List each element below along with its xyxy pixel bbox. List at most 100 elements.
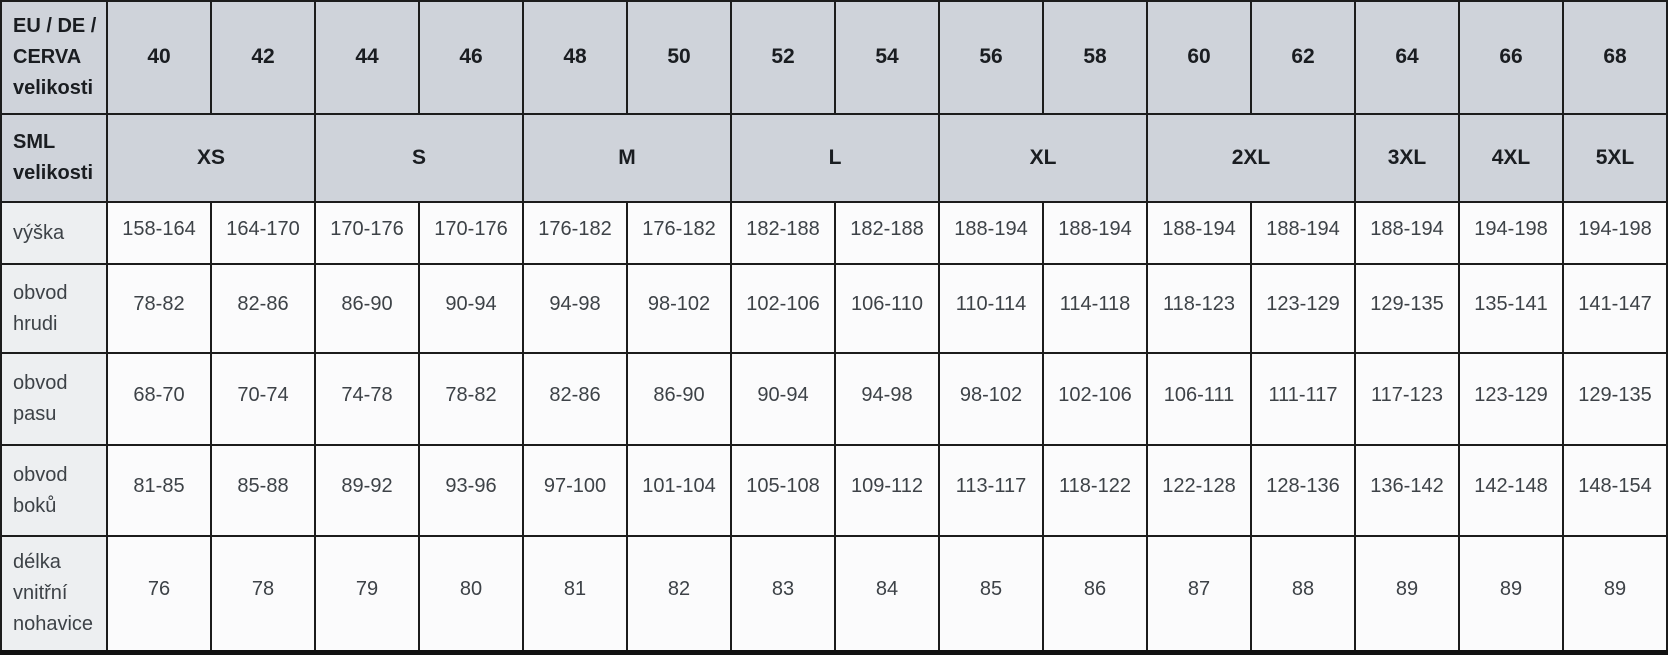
eu-size-header: 62 <box>1250 0 1356 115</box>
measurement-value-cell: 89 <box>1458 535 1564 653</box>
eu-size-header: 44 <box>314 0 420 115</box>
measurement-row: obvod boků 81-85 85-88 89-92 93-96 97-100 101-… <box>0 444 1668 537</box>
measurement-value-cell: 194-198 <box>1562 201 1668 265</box>
measurement-value-cell: 188-194 <box>1042 201 1148 265</box>
measurement-value-cell: 74-78 <box>314 352 420 446</box>
measurement-value-cell: 80 <box>418 535 524 653</box>
eu-size-header: 54 <box>834 0 940 115</box>
measurement-value-cell: 118-123 <box>1146 263 1252 354</box>
sml-size-header: M <box>522 113 732 203</box>
measurement-value-cell: 82-86 <box>522 352 628 446</box>
measurement-value-cell: 182-188 <box>834 201 940 265</box>
measurement-value-cell: 88 <box>1250 535 1356 653</box>
measurement-value-cell: 94-98 <box>834 352 940 446</box>
size-chart-table: EU / DE / CERVA velikosti 40 42 44 46 48 50 52 5… <box>0 0 1668 655</box>
sml-sizes-row: SML velikosti XS S M L XL 2XL 3XL 4XL 5XL <box>0 113 1668 203</box>
measurement-value-cell: 188-194 <box>1250 201 1356 265</box>
measurement-value-cell: 85-88 <box>210 444 316 537</box>
measurement-value-cell: 123-129 <box>1458 352 1564 446</box>
header-row-label: EU / DE / CERVA velikosti <box>0 0 108 115</box>
measurement-value-cell: 90-94 <box>418 263 524 354</box>
measurement-value-cell: 188-194 <box>1354 201 1460 265</box>
measurement-value-cell: 90-94 <box>730 352 836 446</box>
eu-size-header: 58 <box>1042 0 1148 115</box>
measurement-value-cell: 98-102 <box>938 352 1044 446</box>
measurement-value-cell: 136-142 <box>1354 444 1460 537</box>
measurement-value-cell: 123-129 <box>1250 263 1356 354</box>
eu-size-header: 60 <box>1146 0 1252 115</box>
measurement-value-cell: 111-117 <box>1250 352 1356 446</box>
measurement-value-cell: 109-112 <box>834 444 940 537</box>
eu-size-header: 52 <box>730 0 836 115</box>
eu-sizes-row: EU / DE / CERVA velikosti 40 42 44 46 48 50 52 5… <box>0 0 1668 115</box>
measurement-value-cell: 86-90 <box>626 352 732 446</box>
measurement-value-cell: 78-82 <box>418 352 524 446</box>
measurement-row-label: výška <box>0 201 108 265</box>
measurement-value-cell: 194-198 <box>1458 201 1564 265</box>
size-chart-header: EU / DE / CERVA velikosti 40 42 44 46 48 50 52 5… <box>0 0 1668 203</box>
measurement-value-cell: 122-128 <box>1146 444 1252 537</box>
measurement-row: obvod pasu 68-70 70-74 74-78 78-82 82-86 86-90… <box>0 352 1668 446</box>
measurement-value-cell: 106-110 <box>834 263 940 354</box>
measurement-value-cell: 89 <box>1354 535 1460 653</box>
measurement-row-label: obvod hrudi <box>0 263 108 354</box>
sml-size-header: 3XL <box>1354 113 1460 203</box>
measurement-value-cell: 106-111 <box>1146 352 1252 446</box>
measurement-value-cell: 97-100 <box>522 444 628 537</box>
header-row-label: SML velikosti <box>0 113 108 203</box>
measurement-value-cell: 158-164 <box>106 201 212 265</box>
measurement-row: délka vnitřní nohavice 76 78 79 80 81 82 83 84 85… <box>0 535 1668 653</box>
measurement-value-cell: 148-154 <box>1562 444 1668 537</box>
measurement-value-cell: 78-82 <box>106 263 212 354</box>
measurement-value-cell: 128-136 <box>1250 444 1356 537</box>
sml-size-header: 2XL <box>1146 113 1356 203</box>
measurement-value-cell: 87 <box>1146 535 1252 653</box>
measurement-value-cell: 129-135 <box>1354 263 1460 354</box>
measurement-value-cell: 102-106 <box>1042 352 1148 446</box>
eu-size-header: 66 <box>1458 0 1564 115</box>
eu-size-header: 40 <box>106 0 212 115</box>
measurement-value-cell: 82 <box>626 535 732 653</box>
measurement-value-cell: 176-182 <box>522 201 628 265</box>
sml-size-header: L <box>730 113 940 203</box>
eu-size-header: 48 <box>522 0 628 115</box>
measurement-value-cell: 105-108 <box>730 444 836 537</box>
measurement-value-cell: 164-170 <box>210 201 316 265</box>
eu-size-header: 42 <box>210 0 316 115</box>
measurement-value-cell: 79 <box>314 535 420 653</box>
sml-size-header: 4XL <box>1458 113 1564 203</box>
measurement-value-cell: 86-90 <box>314 263 420 354</box>
measurement-row: obvod hrudi 78-82 82-86 86-90 90-94 94-98 98-1… <box>0 263 1668 354</box>
measurement-value-cell: 176-182 <box>626 201 732 265</box>
size-chart-body: výška 158-164 164-170 170-176 170-176 176-182… <box>0 201 1668 653</box>
measurement-value-cell: 110-114 <box>938 263 1044 354</box>
sml-size-header: 5XL <box>1562 113 1668 203</box>
measurement-value-cell: 188-194 <box>938 201 1044 265</box>
measurement-value-cell: 82-86 <box>210 263 316 354</box>
measurement-value-cell: 170-176 <box>314 201 420 265</box>
eu-size-header: 46 <box>418 0 524 115</box>
sml-size-header: S <box>314 113 524 203</box>
measurement-value-cell: 76 <box>106 535 212 653</box>
measurement-row-label: obvod boků <box>0 444 108 537</box>
sml-size-header: XS <box>106 113 316 203</box>
sml-size-header: XL <box>938 113 1148 203</box>
measurement-row-label: obvod pasu <box>0 352 108 446</box>
measurement-value-cell: 68-70 <box>106 352 212 446</box>
measurement-row: výška 158-164 164-170 170-176 170-176 176-182… <box>0 201 1668 265</box>
measurement-value-cell: 89-92 <box>314 444 420 537</box>
measurement-value-cell: 89 <box>1562 535 1668 653</box>
measurement-value-cell: 86 <box>1042 535 1148 653</box>
eu-size-header: 68 <box>1562 0 1668 115</box>
eu-size-header: 56 <box>938 0 1044 115</box>
measurement-value-cell: 141-147 <box>1562 263 1668 354</box>
eu-size-header: 50 <box>626 0 732 115</box>
eu-size-header: 64 <box>1354 0 1460 115</box>
measurement-value-cell: 94-98 <box>522 263 628 354</box>
measurement-value-cell: 129-135 <box>1562 352 1668 446</box>
measurement-value-cell: 182-188 <box>730 201 836 265</box>
measurement-value-cell: 114-118 <box>1042 263 1148 354</box>
measurement-value-cell: 93-96 <box>418 444 524 537</box>
measurement-value-cell: 135-141 <box>1458 263 1564 354</box>
